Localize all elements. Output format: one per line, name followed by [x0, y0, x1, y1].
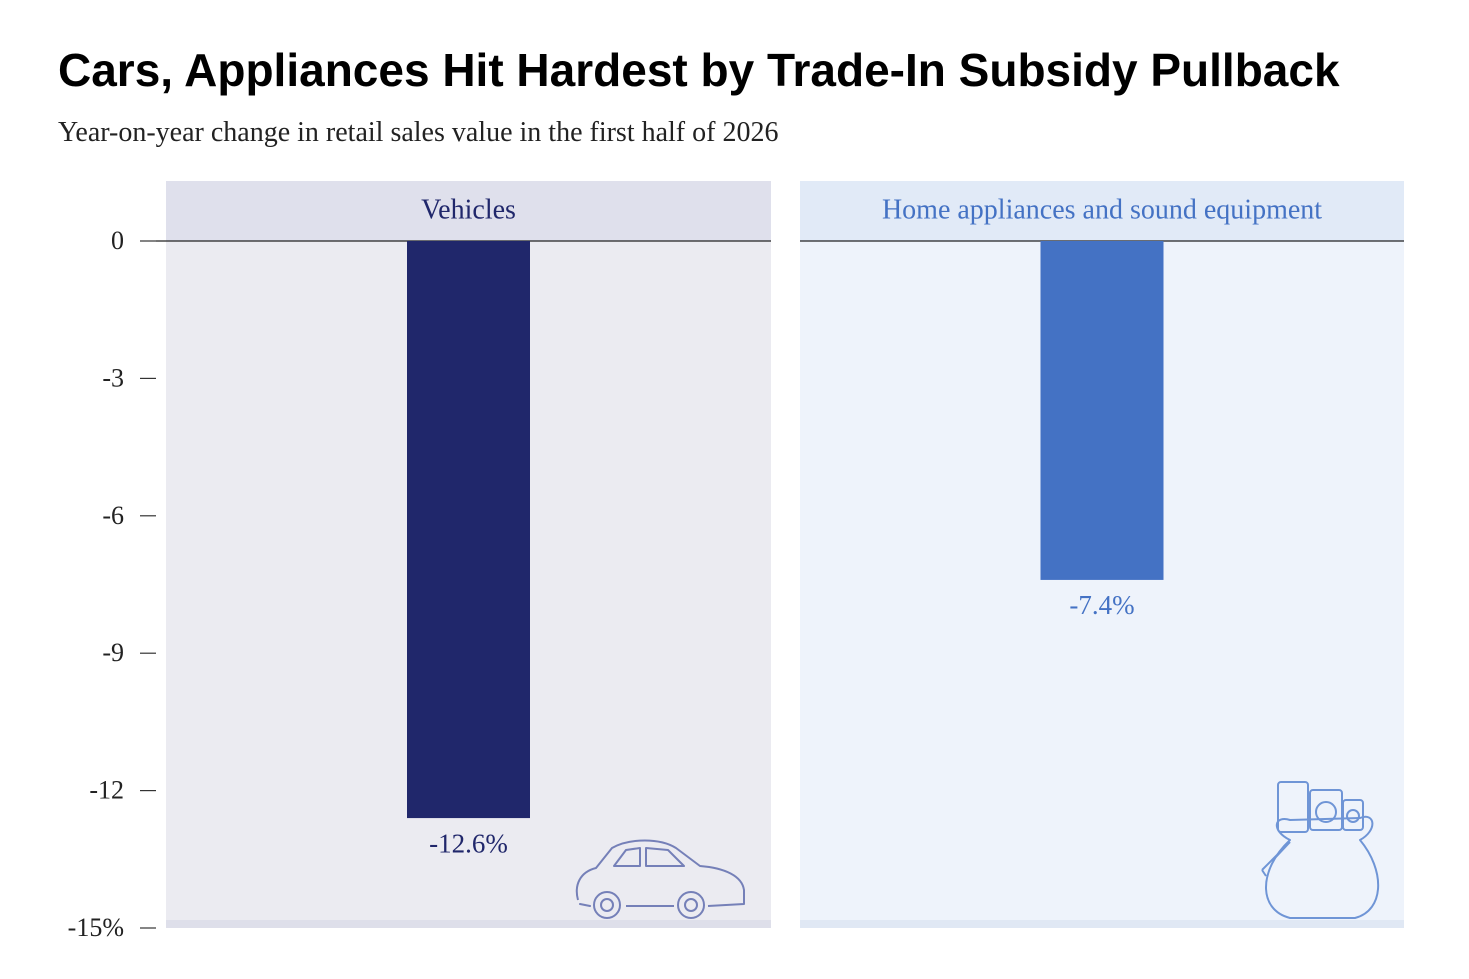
y-tick-label: -6	[102, 501, 124, 530]
washer-door	[1315, 801, 1337, 823]
panel-floor	[166, 920, 771, 928]
car-window	[613, 847, 685, 867]
value-label: -12.6%	[429, 828, 508, 858]
panel-floor	[800, 920, 1404, 928]
bar	[407, 241, 530, 819]
bag-icon	[1261, 781, 1380, 919]
value-label: -7.4%	[1069, 590, 1134, 620]
y-tick-label: -9	[102, 638, 124, 667]
car-body	[575, 839, 745, 907]
y-tick-label: -12	[89, 776, 124, 805]
bar	[1040, 241, 1164, 580]
panel-header	[166, 181, 771, 241]
chart-subtitle: Year-on-year change in retail sales valu…	[58, 117, 778, 148]
y-tick-label: -3	[102, 363, 124, 392]
bag-tie	[1261, 841, 1291, 877]
car-icon	[575, 839, 745, 919]
bag-body	[1265, 815, 1380, 919]
car-wheel	[600, 898, 614, 912]
chart-title: Cars, Appliances Hit Hardest by Trade-In…	[58, 44, 1340, 96]
panel-header	[800, 181, 1404, 241]
y-tick-label: -15%	[68, 913, 124, 942]
panel-label: Vehicles	[421, 194, 516, 225]
car-wheel	[593, 891, 621, 919]
car-wheel	[684, 898, 698, 912]
y-tick-label: 0	[111, 226, 124, 255]
fridge	[1277, 781, 1309, 833]
speaker-cone	[1346, 809, 1360, 823]
speaker	[1342, 799, 1364, 831]
panel-label: Home appliances and sound equipment	[882, 194, 1322, 225]
car-wheel	[677, 891, 705, 919]
